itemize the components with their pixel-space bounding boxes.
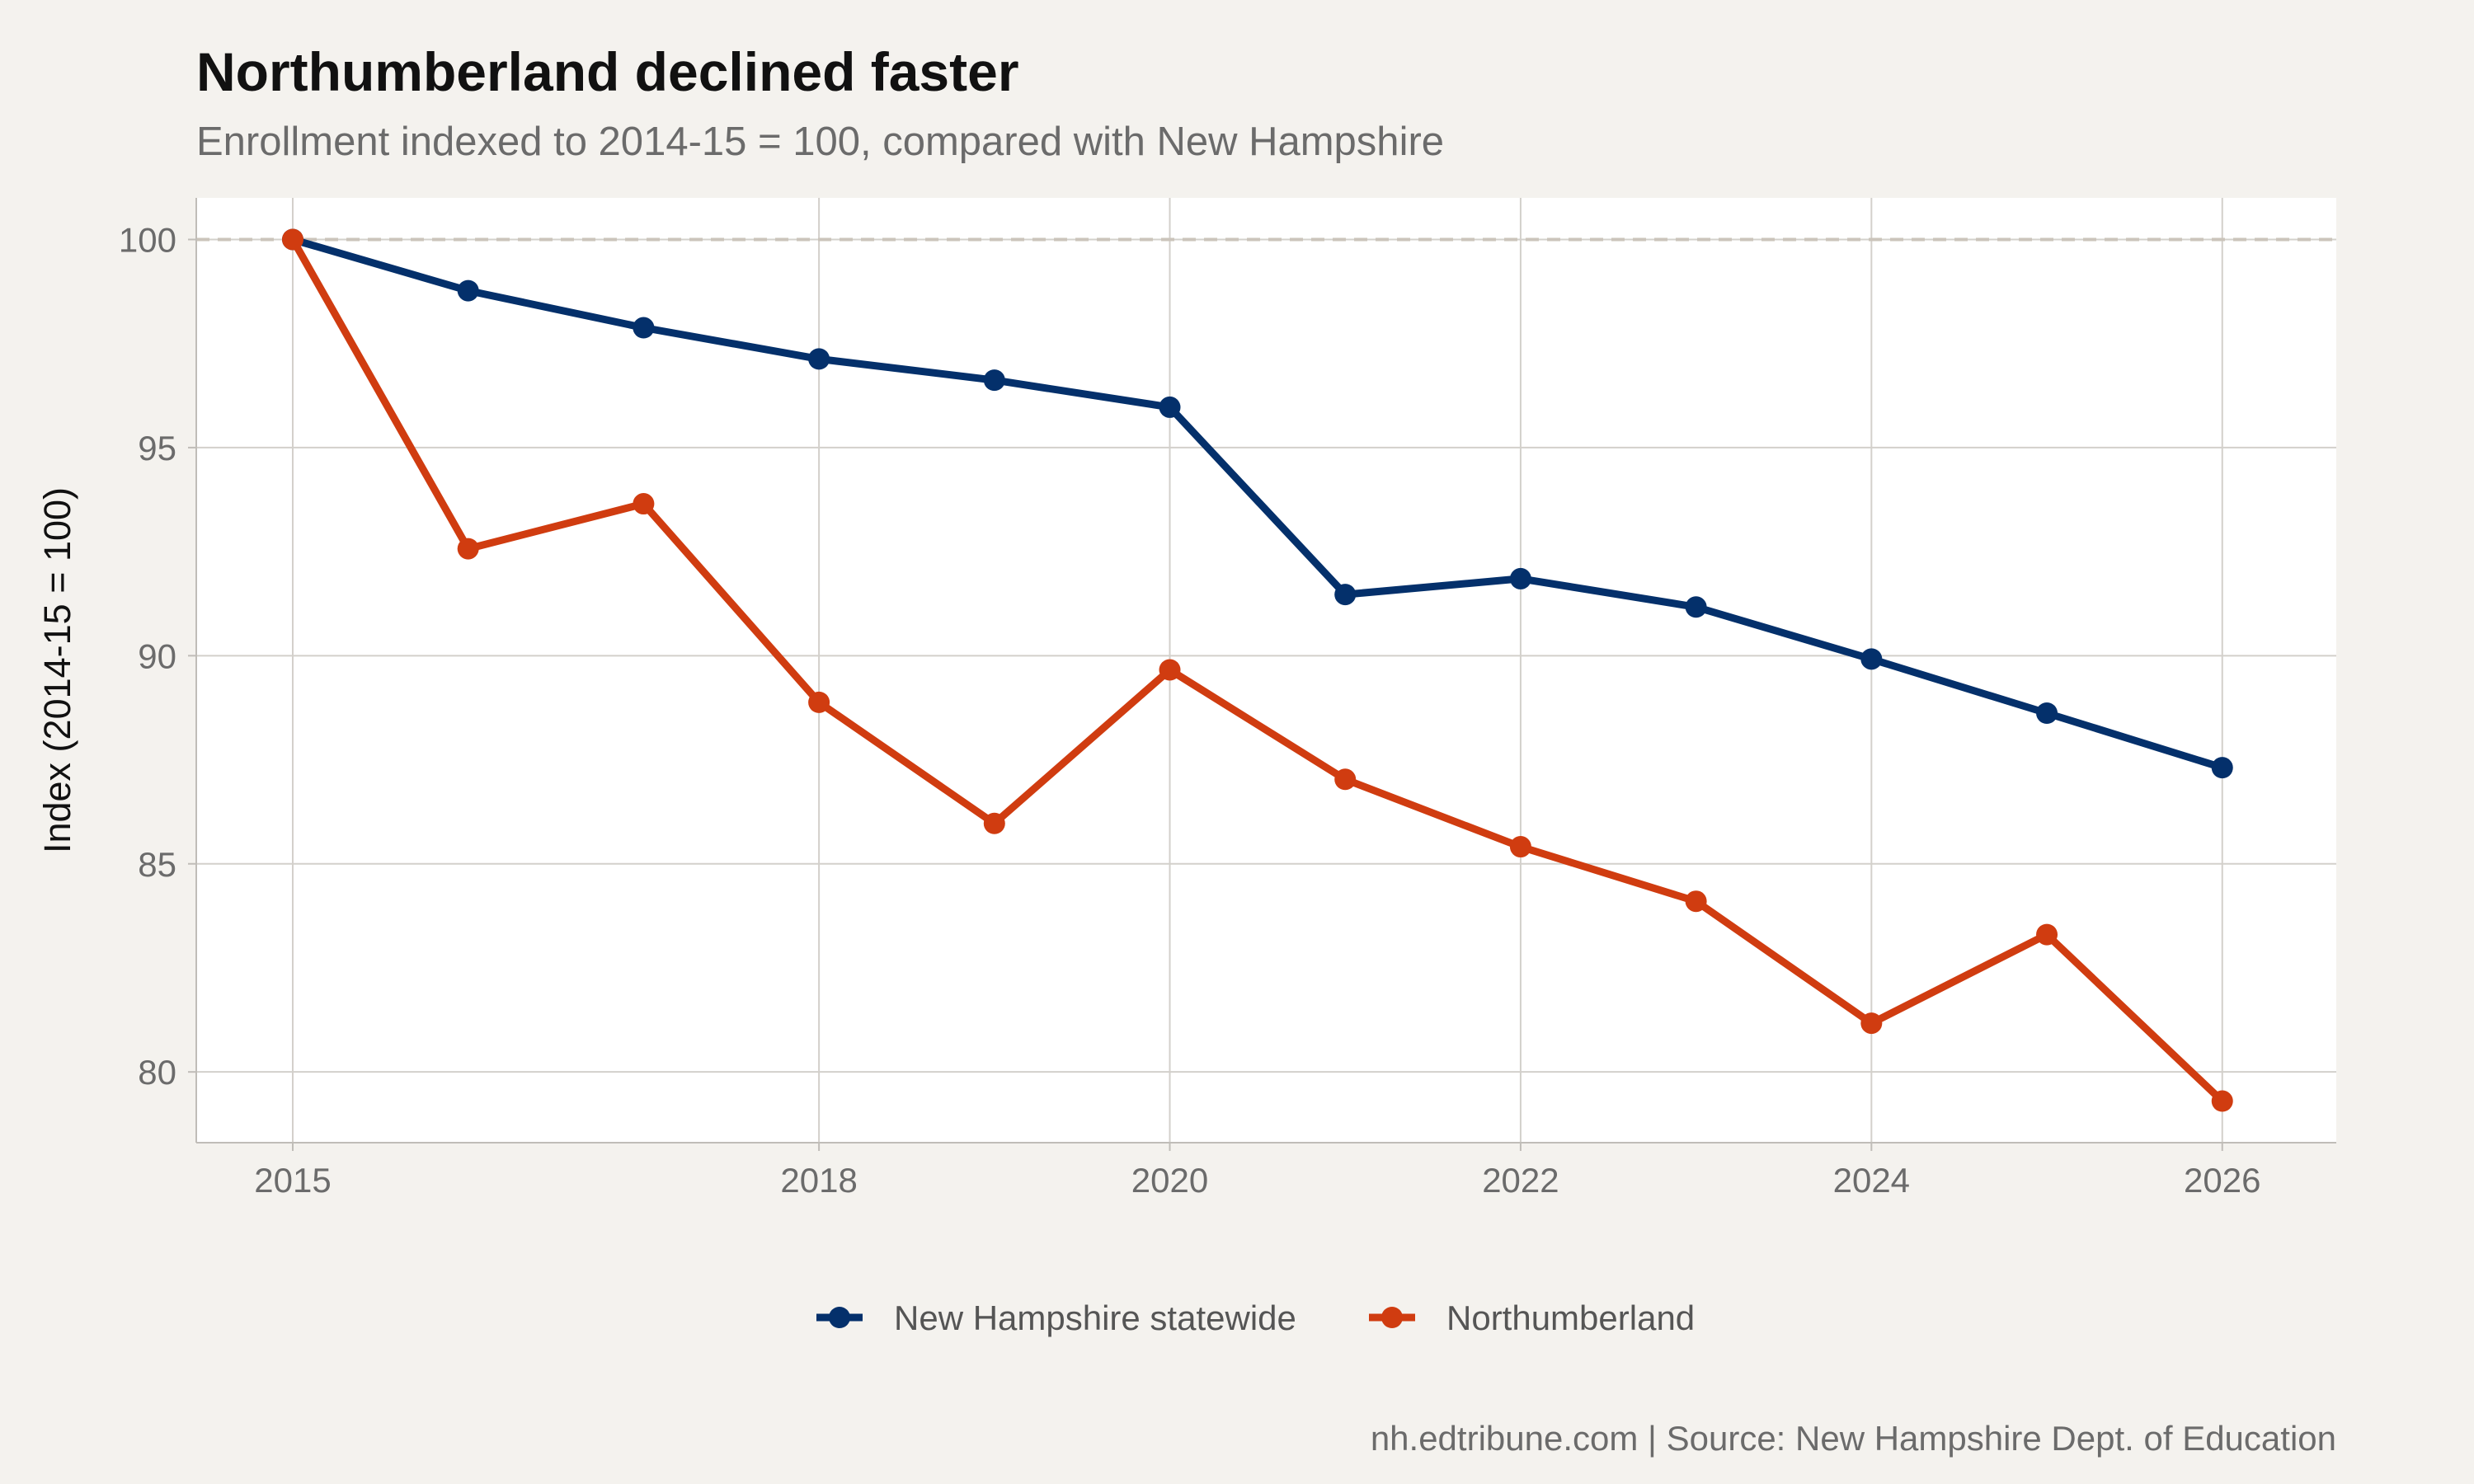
data-point xyxy=(281,228,303,251)
x-tick-label: 2015 xyxy=(254,1161,331,1200)
data-point xyxy=(808,348,830,370)
chart-caption: nh.edtribune.com | Source: New Hampshire… xyxy=(1371,1419,2336,1458)
y-ticks: 80 85 90 95 100 xyxy=(119,220,196,1092)
x-tick-label: 2024 xyxy=(1833,1161,1910,1200)
x-tick-label: 2018 xyxy=(780,1161,857,1200)
x-ticks: 2015 2018 2020 2022 2024 2026 xyxy=(254,1143,2260,1200)
y-tick-label: 85 xyxy=(138,845,176,884)
data-point xyxy=(1860,1012,1883,1035)
series-line xyxy=(289,236,2227,1105)
legend-swatch-point xyxy=(829,1307,850,1328)
data-point xyxy=(1685,890,1707,913)
legend-label: Northumberland xyxy=(1446,1298,1695,1337)
x-tick-label: 2026 xyxy=(2184,1161,2260,1200)
data-point xyxy=(1334,584,1357,606)
x-tick-label: 2020 xyxy=(1131,1161,1208,1200)
data-point xyxy=(2211,1090,2233,1112)
data-point xyxy=(633,317,655,339)
grid xyxy=(196,198,2336,1143)
data-point xyxy=(457,279,479,302)
legend-swatch-point xyxy=(1381,1307,1403,1328)
y-tick-label: 100 xyxy=(119,220,176,259)
series xyxy=(281,228,2233,1112)
data-point xyxy=(457,538,479,560)
y-axis-title: Index (2014-15 = 100) xyxy=(36,487,78,853)
y-tick-label: 90 xyxy=(138,636,176,675)
data-point xyxy=(2036,702,2058,724)
data-point xyxy=(1685,596,1707,618)
data-point xyxy=(2211,757,2233,779)
series-1 xyxy=(281,228,2233,779)
x-tick-label: 2022 xyxy=(1482,1161,1559,1200)
data-point xyxy=(983,369,1005,392)
data-point xyxy=(983,812,1005,834)
data-point xyxy=(1509,567,1531,589)
chart-subtitle: Enrollment indexed to 2014-15 = 100, com… xyxy=(196,120,1444,164)
y-tick-label: 95 xyxy=(138,429,176,467)
series-line xyxy=(289,236,2227,772)
data-point xyxy=(1334,768,1357,791)
legend-item: Northumberland xyxy=(1369,1298,1695,1337)
data-point xyxy=(2036,923,2058,946)
y-tick-label: 80 xyxy=(138,1053,176,1092)
series-2 xyxy=(281,228,2233,1112)
legend-item: New Hampshire statewide xyxy=(816,1298,1296,1337)
data-point xyxy=(633,493,655,515)
data-point xyxy=(1509,836,1531,858)
data-point xyxy=(1159,659,1181,681)
plot-panel xyxy=(196,198,2336,1143)
chart-title: Northumberland declined faster xyxy=(196,41,1019,102)
data-point xyxy=(1860,648,1883,670)
data-point xyxy=(1159,396,1181,418)
legend-label: New Hampshire statewide xyxy=(894,1298,1296,1337)
data-point xyxy=(808,691,830,713)
legend: New Hampshire statewide Northumberland xyxy=(816,1298,1695,1337)
